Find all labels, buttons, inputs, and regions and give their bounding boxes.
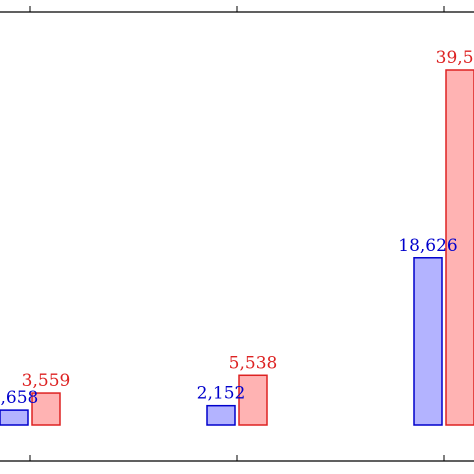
bar-series2-cat2 bbox=[238, 374, 268, 426]
data-labels-group: 1,658 2,152 18,626 3,559 5,538 39,54 bbox=[0, 48, 474, 408]
data-label-series2-cat1: 3,559 bbox=[22, 371, 71, 391]
bar-series1-cat2 bbox=[206, 404, 236, 426]
bar-series2-cat3 bbox=[445, 69, 474, 426]
plot-frame bbox=[0, 6, 474, 462]
data-label-series2-cat2: 5,538 bbox=[229, 353, 278, 373]
bar-series2-cat1 bbox=[31, 392, 61, 426]
data-label-series2-cat3: 39,54 bbox=[436, 48, 474, 68]
data-label-series1-cat1: 1,658 bbox=[0, 388, 38, 408]
bars-group bbox=[0, 69, 474, 426]
data-label-series1-cat3: 18,626 bbox=[398, 236, 457, 256]
bar-series1-cat3 bbox=[413, 257, 443, 426]
bar-series1-cat1 bbox=[0, 409, 29, 426]
data-label-series1-cat2: 2,152 bbox=[197, 384, 246, 404]
